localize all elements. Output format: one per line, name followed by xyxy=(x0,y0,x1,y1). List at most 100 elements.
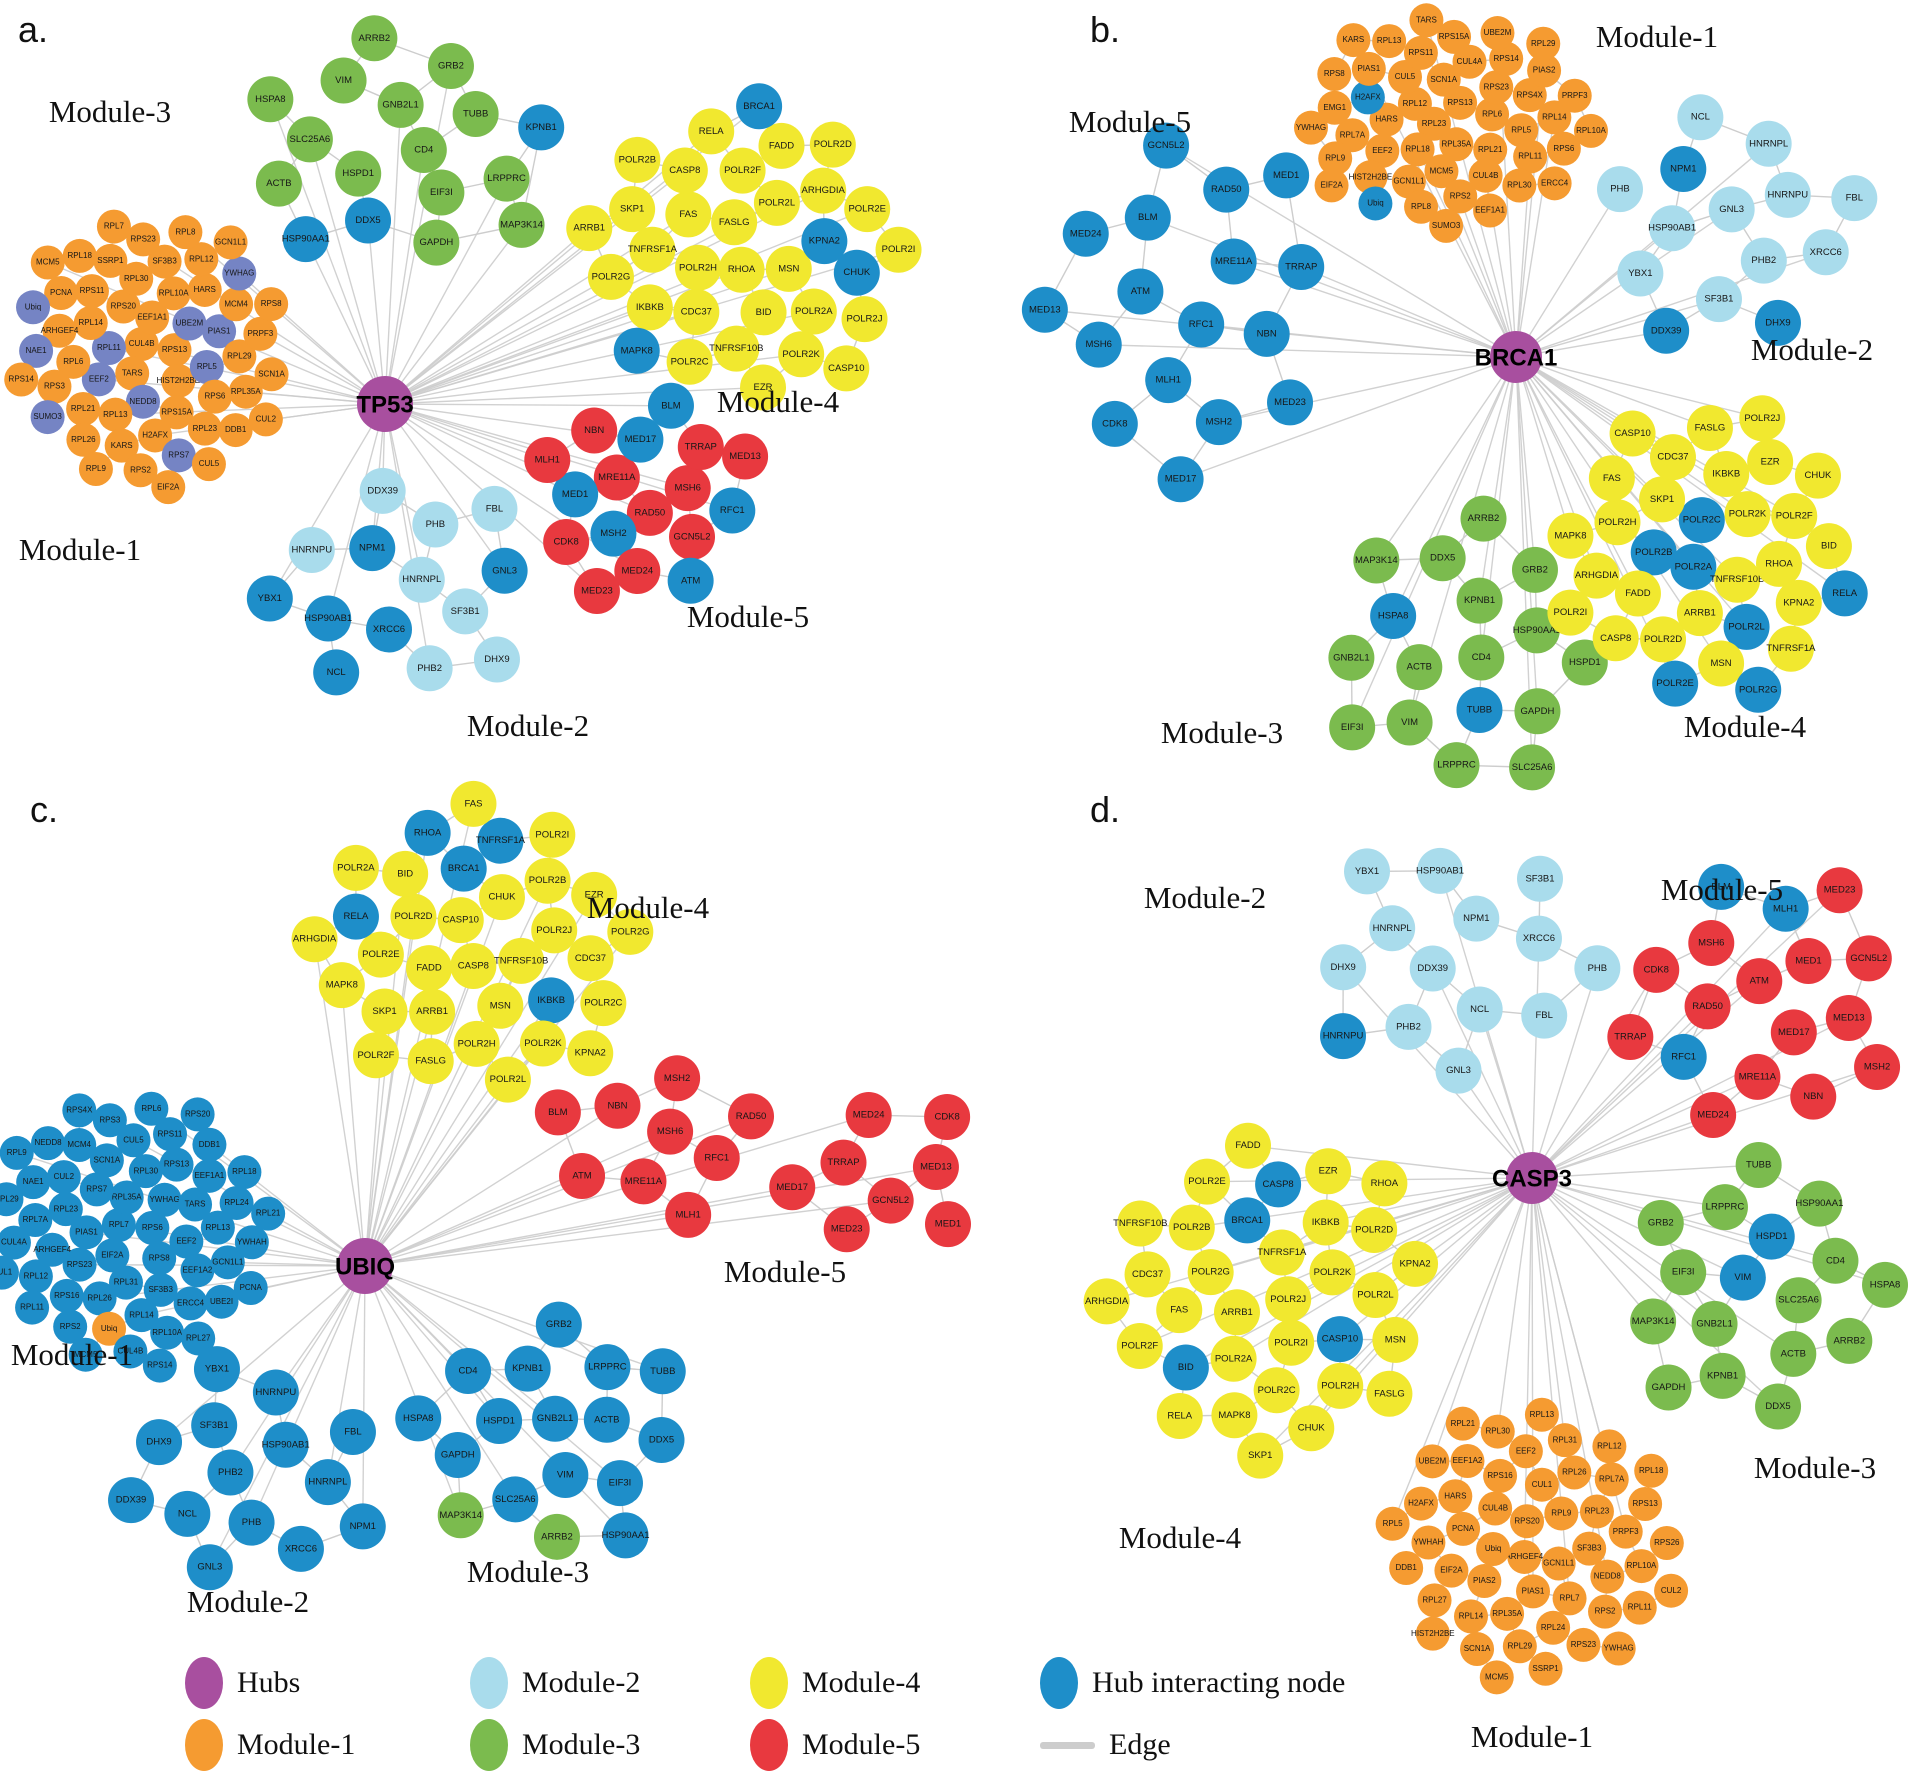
node-label: EZR xyxy=(585,889,604,900)
node-label: CDC37 xyxy=(681,307,712,318)
network-node xyxy=(1802,229,1849,276)
node-label: H2AFX xyxy=(1408,1499,1434,1508)
node-label: RAD50 xyxy=(736,1111,767,1122)
node-label: RPL30 xyxy=(124,274,149,283)
node-label: PHB2 xyxy=(417,663,442,674)
node-label: RPL14 xyxy=(129,1310,154,1319)
network-node xyxy=(1156,1392,1203,1439)
network-node xyxy=(567,1030,614,1077)
hub-edge xyxy=(1515,356,1572,536)
node-label: ARRB1 xyxy=(1684,608,1716,619)
node-label: RFC1 xyxy=(1189,319,1214,330)
network-node xyxy=(476,1397,523,1444)
node-label: ACTB xyxy=(266,178,291,189)
network-node xyxy=(66,391,101,426)
network-node xyxy=(1320,1013,1367,1060)
legend-item-module2: Module-2 xyxy=(470,1657,750,1709)
node-label: RPS6 xyxy=(1553,144,1574,153)
network-node xyxy=(37,369,72,404)
node-label: MCM5 xyxy=(36,258,60,267)
network-node xyxy=(218,413,253,448)
network-node xyxy=(1536,1610,1571,1645)
network-node xyxy=(228,1499,275,1546)
node-label: NBN xyxy=(1257,328,1277,339)
network-node xyxy=(1557,78,1592,113)
node-label: RPS13 xyxy=(1632,1499,1658,1508)
node-label: RPS23 xyxy=(67,1260,93,1269)
node-label: Ubiq xyxy=(1367,199,1383,208)
node-label: GNL3 xyxy=(197,1562,222,1573)
network-node xyxy=(320,57,367,104)
node-label: MED23 xyxy=(1274,397,1306,408)
network-node xyxy=(1456,686,1503,733)
node-label: RFC1 xyxy=(720,505,745,516)
hub-edge xyxy=(364,1214,689,1267)
network-node xyxy=(246,575,293,622)
node-label: RPL5 xyxy=(197,362,218,371)
node-label: FBL xyxy=(1536,1010,1553,1021)
network-node xyxy=(125,384,160,419)
network-node xyxy=(1195,399,1242,446)
node-label: MED13 xyxy=(1029,304,1061,315)
network-node xyxy=(844,186,891,233)
network-node xyxy=(1677,94,1724,141)
network-node xyxy=(1458,634,1505,681)
node-label: NCL xyxy=(1691,112,1710,123)
node-label: RPL30 xyxy=(1507,181,1532,190)
node-label: XRCC6 xyxy=(1523,933,1555,944)
edge-swatch-icon xyxy=(1040,1741,1095,1749)
node-label: SF3B3 xyxy=(1577,1544,1602,1553)
node-label: POLR2L xyxy=(1728,621,1764,632)
node-label: SUMO3 xyxy=(33,412,62,421)
node-label: POLR2K xyxy=(782,349,820,360)
hub-node xyxy=(337,1238,393,1294)
node-label: CUL4B xyxy=(1482,1504,1508,1513)
panel-labels: Module-5 Module-1 Module-2 Module-3 Module-4… xyxy=(1069,9,1873,750)
hub-edge xyxy=(1531,1114,1714,1179)
network-node xyxy=(1630,529,1677,576)
network-node xyxy=(164,1490,211,1537)
network-node xyxy=(79,1172,114,1207)
network-node xyxy=(1796,1180,1843,1227)
network-node xyxy=(1521,992,1568,1039)
network-node xyxy=(665,191,712,238)
node-label: DDB1 xyxy=(199,1140,221,1149)
node-label: HSP90AB1 xyxy=(1648,223,1696,234)
node-label: CASP10 xyxy=(443,915,479,926)
network-node xyxy=(4,362,39,397)
module-label: Module-5 xyxy=(1069,104,1191,139)
node-label: PRPF3 xyxy=(1613,1527,1639,1536)
node-label: RHOA xyxy=(1371,1178,1399,1189)
node-label: RPL26 xyxy=(71,435,96,444)
node-label: NEDD8 xyxy=(1594,1572,1622,1581)
network-node xyxy=(1460,1632,1495,1667)
module-label: Module-3 xyxy=(1754,1450,1876,1485)
node-label: GCN5L2 xyxy=(872,1195,909,1206)
node-label: CDK8 xyxy=(1644,964,1669,975)
hub-edge xyxy=(327,1265,366,1483)
hub-edge xyxy=(1497,1177,1533,1432)
node-label: EEF2 xyxy=(1516,1446,1537,1455)
node-label: PHB xyxy=(1588,963,1608,974)
node-label: DDX39 xyxy=(1651,325,1682,336)
node-label: POLR2C xyxy=(1258,1385,1296,1396)
node-label: POLR2F xyxy=(724,165,761,176)
network-node xyxy=(1243,310,1290,357)
node-label: HSP90AB1 xyxy=(304,613,352,624)
node-label: BLM xyxy=(661,400,681,411)
network-node xyxy=(1320,944,1367,991)
network-node xyxy=(1812,1237,1859,1284)
node-label: GRB2 xyxy=(1648,1218,1674,1229)
legend-label: Hub interacting node xyxy=(1092,1666,1346,1699)
node-label: RFC1 xyxy=(704,1153,729,1164)
network-node xyxy=(147,244,182,279)
node-label: POLR2I xyxy=(535,829,569,840)
network-node xyxy=(1372,24,1407,59)
node-label: RPL12 xyxy=(1403,99,1428,108)
network-node xyxy=(1435,1047,1482,1094)
network-node xyxy=(1203,166,1250,213)
network-node xyxy=(157,333,192,368)
network-node xyxy=(1537,166,1572,201)
network-node xyxy=(1524,1397,1559,1432)
network-node xyxy=(1557,1455,1592,1490)
